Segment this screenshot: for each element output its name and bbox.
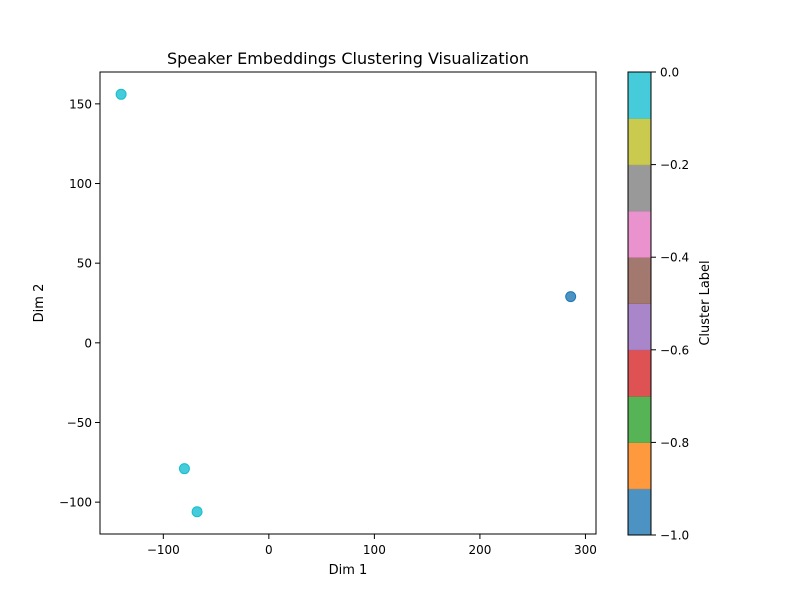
plot-frame <box>99 71 597 535</box>
x-axis-label: Dim 1 <box>329 563 368 578</box>
colorbar-tick-label: −0.8 <box>660 436 689 450</box>
colorbar-segment-10 <box>628 72 651 119</box>
colorbar-tick-label: −1.0 <box>660 529 689 543</box>
colorbar-label: Cluster Label <box>698 260 713 345</box>
colorbar-segment-6 <box>628 257 651 304</box>
y-tick-label: 0 <box>84 336 92 350</box>
colorbar: 0.0 −0.2 −0.4 −0.6 −0.8 −1.0 <box>627 66 689 543</box>
x-tick-label: 200 <box>468 543 491 557</box>
colorbar-segment-7 <box>628 210 651 258</box>
chart-title: Speaker Embeddings Clustering Visualizat… <box>167 49 529 68</box>
colorbar-segment-9 <box>628 118 651 166</box>
colorbar-segment-1 <box>628 488 651 536</box>
data-point-1 <box>115 88 127 100</box>
colorbar-tick-label: −0.4 <box>660 251 689 265</box>
plot-area: −100 0 100 200 300 −100 −50 0 50 100 150 <box>59 71 597 557</box>
colorbar-segment-5 <box>628 303 651 351</box>
y-tick-label: −100 <box>59 496 92 510</box>
x-tick-label: 100 <box>363 543 386 557</box>
data-point-2 <box>178 463 190 475</box>
y-tick-label: 150 <box>69 97 92 111</box>
x-tick-label: −100 <box>147 543 180 557</box>
colorbar-tick-label: −0.2 <box>660 158 689 172</box>
x-tick-label: 0 <box>265 543 273 557</box>
colorbar-segment-8 <box>628 164 651 212</box>
y-tick-label: −50 <box>67 416 92 430</box>
data-point-4 <box>565 291 577 303</box>
colorbar-segment-4 <box>628 349 651 397</box>
y-tick-label: 50 <box>77 257 92 271</box>
colorbar-segment-3 <box>628 396 651 443</box>
data-point-3 <box>191 506 203 518</box>
colorbar-tick-label: −0.6 <box>660 343 689 357</box>
x-tick-label: 300 <box>574 543 597 557</box>
y-axis-label: Dim 2 <box>32 284 47 323</box>
colorbar-segment-2 <box>628 442 651 490</box>
y-tick-label: 100 <box>69 177 92 191</box>
colorbar-frame <box>627 71 652 536</box>
colorbar-tick-label: 0.0 <box>660 66 679 80</box>
